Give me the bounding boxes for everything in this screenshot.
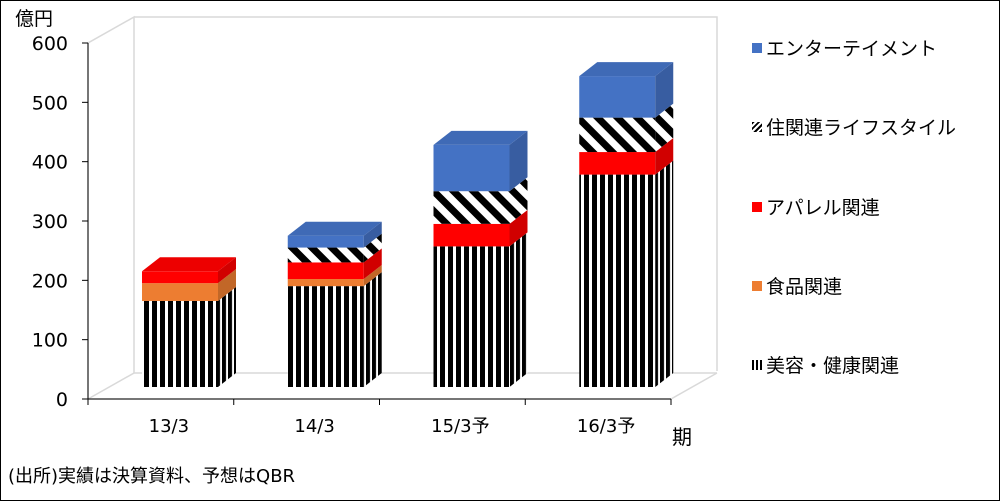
bar-segment-side: [509, 130, 528, 192]
bar-segment: [142, 283, 218, 301]
bars-group: [142, 62, 674, 387]
y-unit-label: 億円: [15, 8, 53, 30]
x-tick-label: 15/3予: [431, 416, 489, 437]
bar-segment: [579, 76, 656, 118]
left-wall: [87, 15, 135, 400]
legend-label: 美容・健康関連: [766, 355, 900, 377]
bar-stack: [579, 62, 674, 387]
bar-segment-top: [142, 257, 236, 272]
bar-segment-side: [509, 177, 528, 224]
x-tick-label: 14/3: [294, 416, 334, 437]
legend-item: アパレル関連: [752, 193, 880, 220]
bar-stack: [142, 257, 236, 387]
legend-swatch: [752, 121, 762, 132]
bar-segment-side: [363, 221, 382, 248]
bar-segment-side: [655, 160, 674, 387]
bar-segment-top: [287, 221, 382, 236]
bar-segment-side: [509, 209, 528, 247]
y-tick-label: 400: [32, 152, 68, 174]
bar-segment-side: [363, 265, 382, 287]
legend-label: アパレル関連: [766, 197, 880, 219]
bar-segment: [433, 191, 510, 224]
bar-segment-side: [655, 62, 674, 118]
bar-segment-side: [218, 269, 236, 301]
bar-segment: [287, 279, 364, 287]
bar-segment: [287, 286, 364, 387]
bar-segment-top: [579, 62, 674, 77]
bar-stack: [433, 130, 528, 387]
y-tick-label: 0: [56, 389, 68, 411]
bar-segment-side: [218, 286, 236, 387]
bar-stack: [287, 221, 382, 387]
bar-segment-side: [655, 103, 674, 153]
bar-segment: [579, 117, 656, 153]
bar-segment: [142, 271, 218, 284]
x-axis: 13/3 14/3 15/3予 16/3予 期: [87, 398, 692, 449]
bar-segment: [287, 235, 364, 248]
legend-swatch: [752, 280, 762, 291]
source-note: (出所)実績は決算資料、予想はQBR: [8, 466, 296, 487]
bar-segment-side: [509, 232, 528, 387]
bar-segment-side: [363, 248, 382, 280]
legend-label: 食品関連: [766, 276, 843, 298]
back-wall: [134, 16, 718, 371]
legend-label: 住関連ライフスタイル: [766, 117, 957, 139]
bar-segment: [287, 262, 364, 280]
legend-item: エンターテイメント: [752, 34, 937, 61]
bar-segment-side: [218, 257, 236, 284]
bar-segment: [579, 174, 656, 387]
x-tick-label: 13/3: [149, 416, 189, 437]
y-tick-label: 200: [32, 270, 68, 292]
bar-segment: [579, 152, 656, 175]
y-axis: 0 100 200 300 400 500 600 億円: [15, 8, 89, 411]
legend-swatch: [752, 42, 762, 53]
y-tick-label: 500: [32, 92, 68, 114]
bar-segment: [433, 144, 510, 192]
bar-segment-side: [655, 138, 674, 175]
bar-segment: [142, 300, 218, 387]
legend-item: 美容・健康関連: [752, 351, 899, 378]
bar-segment: [433, 223, 510, 247]
bar-segment: [433, 246, 510, 387]
y-tick-label: 600: [32, 33, 68, 55]
bar-segment-top: [433, 130, 528, 145]
y-tick-label: 300: [32, 211, 68, 233]
legend-swatch: [752, 359, 762, 370]
x-tick-label: 16/3予: [577, 416, 635, 437]
legend-label: エンターテイメント: [766, 38, 938, 60]
y-tick-label: 100: [32, 330, 68, 352]
legend-item: 食品関連: [752, 272, 842, 299]
legend-item: 住関連ライフスタイル: [752, 113, 956, 140]
bar-segment-side: [363, 272, 382, 387]
legend-swatch: [752, 201, 762, 212]
x-unit-label: 期: [672, 425, 692, 449]
bar-segment: [287, 247, 364, 263]
bar-segment-side: [363, 233, 382, 263]
